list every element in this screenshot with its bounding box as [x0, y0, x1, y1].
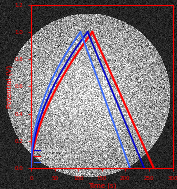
Y-axis label: Potential (V): Potential (V) [7, 65, 13, 108]
X-axis label: Time (s): Time (s) [88, 182, 116, 189]
Legend: α-MnO₂-5 h, α-MnO₂-10 min, α-MnO₂-10 h: α-MnO₂-5 h, α-MnO₂-10 min, α-MnO₂-10 h [33, 147, 79, 166]
